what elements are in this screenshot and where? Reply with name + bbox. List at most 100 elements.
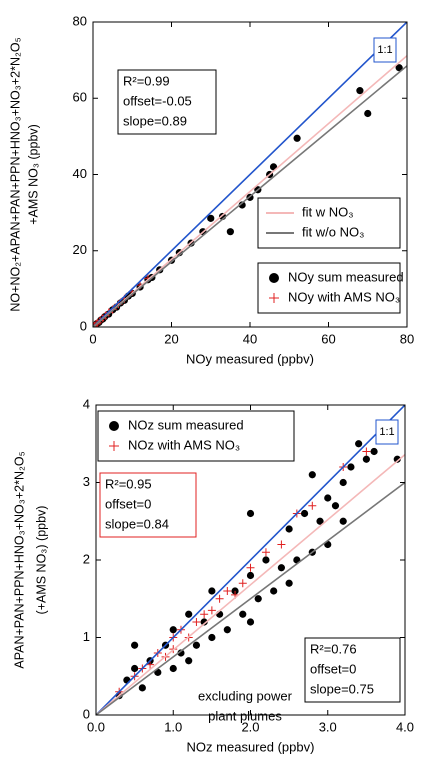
annotation: R²=0.95 bbox=[105, 476, 152, 491]
fit-line bbox=[93, 55, 407, 327]
y-tick-label: 60 bbox=[73, 90, 87, 105]
point bbox=[226, 228, 234, 236]
y-tick-label: 3 bbox=[83, 474, 90, 489]
legend-box bbox=[257, 262, 401, 314]
point bbox=[293, 134, 301, 142]
point bbox=[300, 509, 309, 518]
fit-line bbox=[96, 405, 405, 715]
legend-label: NOy with AMS NO₃ bbox=[288, 289, 400, 304]
fit-line bbox=[96, 481, 405, 715]
point bbox=[185, 610, 193, 618]
point bbox=[339, 478, 347, 487]
point bbox=[254, 595, 262, 603]
x-tick-label: 80 bbox=[400, 331, 414, 346]
annotation: 1:1 bbox=[377, 44, 392, 56]
legend-marker bbox=[269, 273, 279, 283]
legend-label: NOy sum measured bbox=[288, 269, 404, 284]
legend-marker bbox=[109, 421, 119, 431]
y-axis-label: +AMS NO₃ (ppbv) bbox=[26, 124, 40, 225]
point bbox=[246, 571, 255, 580]
plot-area bbox=[93, 22, 407, 327]
x-tick-label: 4.0 bbox=[396, 719, 414, 734]
legend-label: fit w/o NO₃ bbox=[302, 224, 364, 239]
point bbox=[355, 440, 363, 448]
x-axis-label: NOy measured (ppbv) bbox=[186, 351, 314, 366]
x-tick-label: 2.0 bbox=[241, 719, 259, 734]
cross-point bbox=[146, 660, 155, 669]
point bbox=[138, 684, 146, 692]
point bbox=[277, 564, 285, 572]
cross-point bbox=[238, 579, 247, 588]
point bbox=[208, 587, 216, 595]
x-tick-label: 60 bbox=[321, 331, 335, 346]
y-tick-label: 2 bbox=[83, 551, 90, 566]
x-axis-label: NOz measured (ppbv) bbox=[187, 739, 315, 754]
x-tick-label: 20 bbox=[164, 331, 178, 346]
annotation: offset=-0.05 bbox=[123, 93, 192, 108]
point bbox=[246, 618, 255, 626]
point bbox=[370, 447, 378, 456]
point bbox=[246, 509, 255, 518]
y-tick-label: 40 bbox=[73, 166, 87, 181]
point bbox=[393, 455, 401, 463]
cross-point bbox=[246, 563, 255, 572]
point bbox=[169, 664, 177, 673]
cross-point bbox=[277, 540, 286, 549]
legend-label: NOz sum measured bbox=[128, 417, 244, 432]
fit-line bbox=[93, 22, 407, 327]
cross-point bbox=[215, 594, 224, 603]
point bbox=[123, 676, 131, 684]
annotation: 1:1 bbox=[379, 426, 394, 438]
cross-point bbox=[223, 587, 232, 595]
point bbox=[239, 610, 247, 618]
annotation-box bbox=[304, 637, 401, 703]
y-tick-label: 0 bbox=[80, 318, 87, 333]
panel: 0.0 1.0 2.0 3.0 4.0 0 1 2 3 4 NOz measured (ppbv) A… bbox=[12, 396, 414, 754]
y-tick-label: 80 bbox=[73, 13, 87, 28]
annotation-box bbox=[117, 69, 217, 135]
point bbox=[177, 649, 185, 657]
point bbox=[356, 87, 364, 95]
point bbox=[223, 626, 231, 634]
point bbox=[200, 618, 208, 626]
point bbox=[238, 201, 246, 209]
annotation: R²=0.76 bbox=[310, 641, 357, 656]
y-tick-label: 20 bbox=[73, 242, 87, 257]
panel: 0 20 40 60 80 0 20 40 60 80 NOy measured (ppbv) NO+… bbox=[8, 13, 414, 366]
legend-label: fit w NO₃ bbox=[302, 204, 354, 219]
y-axis-label: NO+NO₂+APAN+PAN+PPN+HNO₃+NO₃+2*N₂O₅ bbox=[8, 37, 22, 311]
cross-point bbox=[200, 610, 209, 619]
point bbox=[192, 641, 201, 649]
annotation: R²=0.99 bbox=[123, 73, 170, 88]
annotation: slope=0.84 bbox=[105, 516, 169, 531]
point bbox=[208, 633, 216, 642]
point bbox=[207, 214, 215, 222]
annotation: plant plumes bbox=[208, 708, 282, 723]
point bbox=[364, 109, 372, 118]
x-tick-label: 40 bbox=[243, 331, 257, 346]
annotation-box bbox=[373, 37, 397, 63]
point bbox=[331, 502, 340, 510]
x-tick-label: 0.0 bbox=[87, 719, 105, 734]
y-axis-label: APAN+PAN+PPN+HNO₃+NO₃+2*N₂O₅ bbox=[12, 451, 26, 668]
annotation: offset=0 bbox=[310, 661, 356, 676]
point bbox=[131, 641, 139, 649]
point bbox=[324, 494, 332, 502]
annotation: slope=0.75 bbox=[310, 681, 374, 696]
x-tick-label: 0 bbox=[89, 331, 96, 346]
cross-point bbox=[192, 618, 201, 626]
legend-box bbox=[257, 197, 401, 249]
y-tick-label: 1 bbox=[83, 629, 90, 644]
x-tick-label: 3.0 bbox=[319, 719, 337, 734]
point bbox=[169, 626, 177, 634]
legend-label: NOz with AMS NO₃ bbox=[128, 437, 240, 452]
point bbox=[395, 64, 403, 72]
point bbox=[347, 463, 355, 471]
point bbox=[262, 556, 270, 564]
annotation-box bbox=[375, 419, 399, 445]
annotation: offset=0 bbox=[105, 496, 151, 511]
y-tick-label: 0 bbox=[83, 706, 90, 721]
point bbox=[185, 657, 193, 665]
point bbox=[131, 664, 139, 673]
